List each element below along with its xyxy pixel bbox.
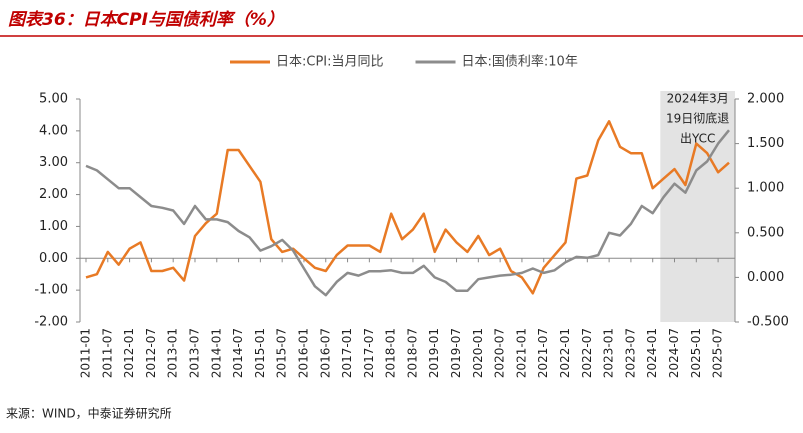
series-line (85, 120, 730, 295)
x-tick-label: 2016-07 (318, 328, 332, 378)
x-tick-label: 2011-01 (79, 328, 93, 378)
x-tick-label: 2015-01 (253, 328, 267, 378)
annotation: 2024年3月 (667, 92, 729, 106)
x-tick-label: 2018-07 (405, 328, 419, 378)
x-tick-label: 2019-01 (427, 328, 441, 378)
x-tick-label: 2023-07 (623, 328, 637, 378)
y2-tick-label: 2.000 (747, 92, 784, 107)
legend-label: 日本:国债利率:10年 (462, 54, 578, 70)
x-tick-label: 2017-01 (340, 328, 354, 378)
y-tick-label: 2.00 (39, 187, 68, 202)
x-tick-label: 2020-07 (493, 328, 507, 378)
x-tick-label: 2014-01 (209, 328, 223, 378)
x-tick-label: 2025-07 (711, 328, 725, 378)
x-tick-label: 2025-01 (689, 328, 703, 378)
annotation: 出YCC (680, 132, 715, 146)
x-tick-label: 2024-01 (645, 328, 659, 378)
y-tick-label: 4.00 (39, 123, 68, 138)
y2-tick-label: 1.000 (747, 181, 784, 196)
source: 来源：WIND，中泰证券研究所 (6, 406, 172, 421)
x-tick-label: 2021-07 (536, 328, 550, 378)
x-tick-label: 2013-01 (166, 328, 180, 378)
ycc-exit-shade (660, 91, 735, 322)
x-tick-label: 2023-01 (602, 328, 616, 378)
x-tick-label: 2012-07 (144, 328, 158, 378)
x-tick-label: 2021-01 (514, 328, 528, 378)
y-tick-label: 0.00 (39, 251, 68, 266)
x-tick-label: 2018-01 (384, 328, 398, 378)
y2-tick-label: -0.500 (747, 315, 789, 330)
annotation: 19日彻底退 (666, 111, 729, 126)
x-tick-label: 2011-07 (100, 328, 114, 378)
x-tick-label: 2013-07 (187, 328, 201, 378)
x-tick-label: 2024-07 (667, 328, 681, 378)
x-tick-label: 2016-01 (296, 328, 310, 378)
x-tick-label: 2015-07 (275, 328, 289, 378)
x-tick-label: 2022-01 (558, 328, 572, 378)
y-tick-label: 5.00 (39, 92, 68, 107)
y2-tick-label: 1.500 (747, 136, 784, 151)
x-tick-label: 2012-01 (122, 328, 136, 378)
y-tick-label: -2.00 (34, 315, 68, 330)
legend-label: 日本:CPI:当月同比 (276, 55, 384, 70)
y-tick-label: 1.00 (39, 219, 68, 234)
x-tick-label: 2019-07 (449, 328, 463, 378)
x-tick-label: 2014-07 (231, 328, 245, 378)
x-tick-label: 2020-01 (471, 328, 485, 378)
y-tick-label: 3.00 (39, 155, 68, 170)
y2-tick-label: 0.500 (747, 225, 784, 240)
y-tick-label: -1.00 (34, 283, 68, 298)
chart-title: 图表36：日本CPI与国债利率（%） (8, 10, 284, 30)
series-line (85, 129, 730, 297)
x-tick-label: 2022-07 (580, 328, 594, 378)
y2-tick-label: 0.000 (747, 270, 784, 285)
x-tick-label: 2017-07 (362, 328, 376, 378)
